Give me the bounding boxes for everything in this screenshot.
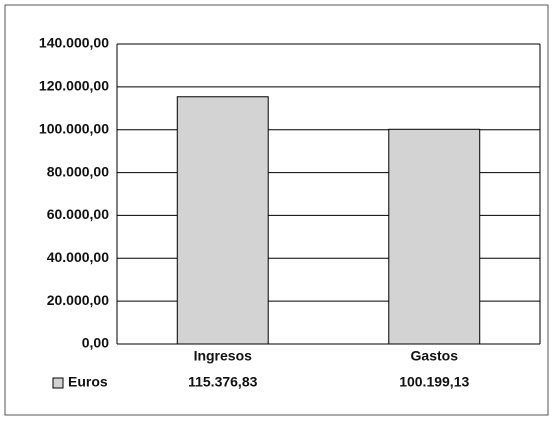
value-label: 115.376,83 <box>188 374 258 390</box>
y-tick-label: 60.000,00 <box>47 206 109 222</box>
y-tick-label: 40.000,00 <box>47 249 109 265</box>
y-tick-label: 120.000,00 <box>39 78 109 94</box>
x-tick-label: Ingresos <box>194 348 253 364</box>
y-tick-label: 80.000,00 <box>47 163 109 179</box>
y-tick-label: 100.000,00 <box>39 120 109 136</box>
y-tick-label: 20.000,00 <box>47 292 109 308</box>
x-tick-label: Gastos <box>411 348 459 364</box>
y-tick-label: 140.000,00 <box>39 35 109 51</box>
bar <box>176 96 269 345</box>
legend-label: Euros <box>68 374 108 390</box>
legend-swatch <box>52 377 64 389</box>
value-label: 100.199,13 <box>399 374 469 390</box>
y-tick-label: 0,00 <box>82 335 109 351</box>
bar <box>388 128 481 345</box>
